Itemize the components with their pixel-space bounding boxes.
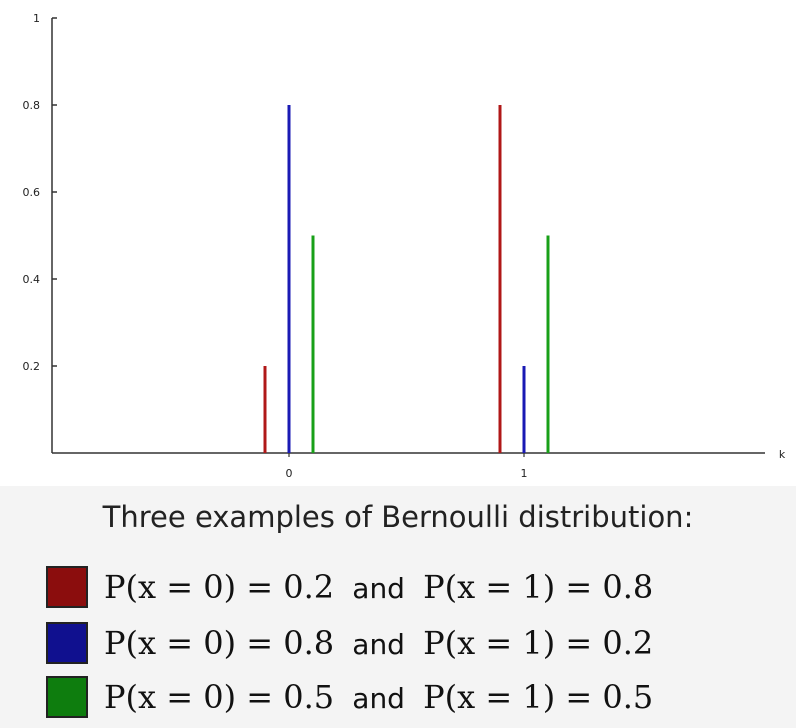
x-axis-label: k (779, 448, 786, 461)
y-tick-label: 0.8 (23, 99, 41, 112)
legend-and: and (352, 682, 405, 715)
y-tick-label: 0.4 (23, 273, 41, 286)
legend-swatch-red (46, 566, 88, 608)
legend-lhs: P(x = 0) = 0.2 (104, 568, 335, 606)
legend-formula: P(x = 0) = 0.8 and P(x = 1) = 0.2 (104, 624, 653, 662)
legend-rhs: P(x = 1) = 0.2 (423, 624, 654, 662)
legend-item-red: P(x = 0) = 0.2 and P(x = 1) = 0.8 (46, 564, 653, 610)
legend-and: and (352, 572, 405, 605)
legend: Three examples of Bernoulli distribution… (0, 486, 796, 728)
x-tick-label: 0 (286, 467, 293, 480)
legend-item-blue: P(x = 0) = 0.8 and P(x = 1) = 0.2 (46, 620, 653, 666)
legend-swatch-green (46, 676, 88, 718)
legend-item-green: P(x = 0) = 0.5 and P(x = 1) = 0.5 (46, 674, 653, 720)
legend-title: Three examples of Bernoulli distribution… (102, 500, 694, 534)
legend-formula: P(x = 0) = 0.5 and P(x = 1) = 0.5 (104, 678, 653, 716)
legend-and: and (352, 628, 405, 661)
y-tick-label: 0.2 (23, 360, 41, 373)
legend-lhs: P(x = 0) = 0.5 (104, 678, 335, 716)
legend-swatch-blue (46, 622, 88, 664)
y-tick-label: 1 (33, 12, 40, 25)
x-tick-label: 1 (521, 467, 528, 480)
y-tick-label: 0.6 (23, 186, 41, 199)
legend-formula: P(x = 0) = 0.2 and P(x = 1) = 0.8 (104, 568, 653, 606)
bernoulli-chart: 1 0.8 0.6 0.4 0.2 0 1 k (23, 12, 786, 480)
legend-rhs: P(x = 1) = 0.5 (423, 678, 654, 716)
legend-rhs: P(x = 1) = 0.8 (423, 568, 654, 606)
legend-lhs: P(x = 0) = 0.8 (104, 624, 335, 662)
